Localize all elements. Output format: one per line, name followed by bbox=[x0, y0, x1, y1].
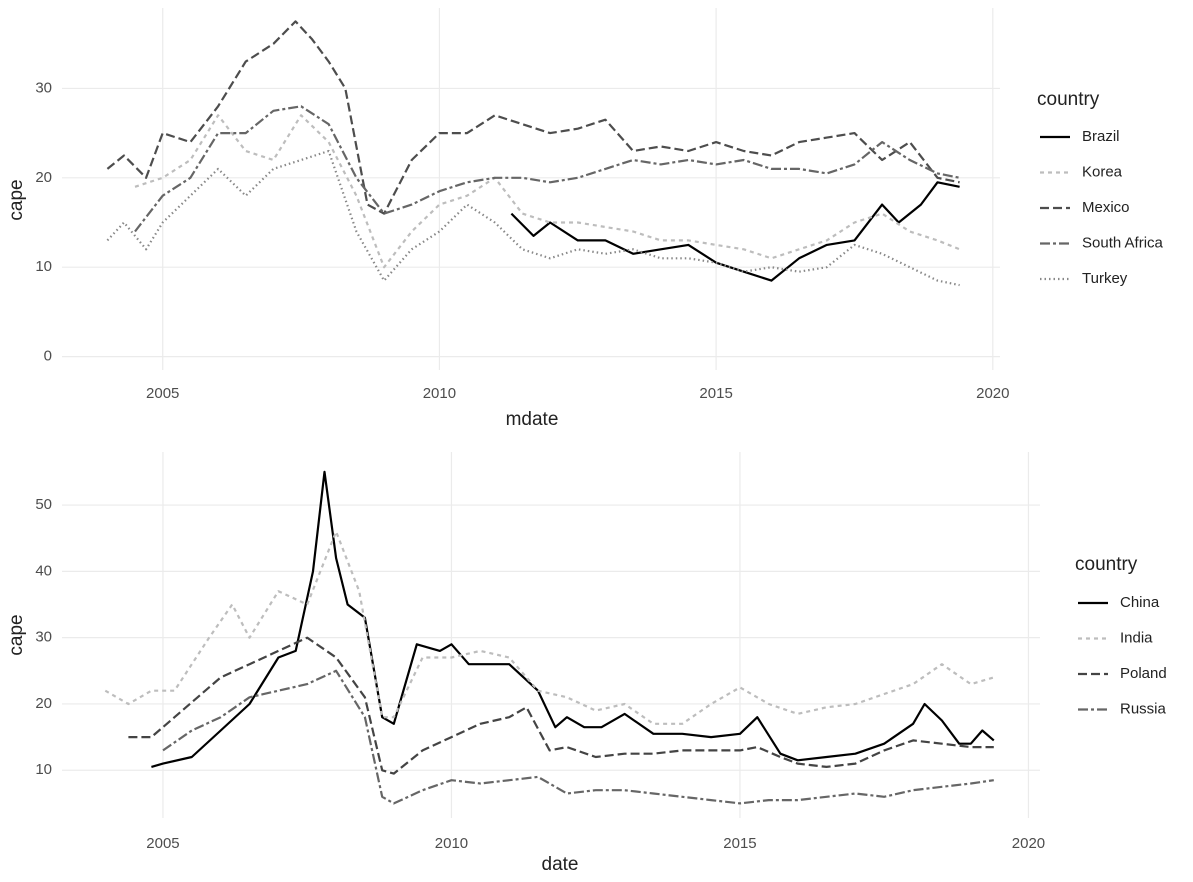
y-tick-label: 50 bbox=[35, 496, 52, 513]
x-tick-label: 2010 bbox=[435, 835, 468, 852]
legend-title: country bbox=[1075, 554, 1138, 575]
y-tick-label: 10 bbox=[35, 761, 52, 778]
x-tick-label: 2015 bbox=[699, 385, 732, 402]
series-line bbox=[134, 114, 961, 269]
legend-label: Russia bbox=[1120, 700, 1167, 717]
legend-label: China bbox=[1120, 594, 1160, 611]
legend-label: India bbox=[1120, 629, 1153, 646]
legend-title: country bbox=[1037, 89, 1100, 110]
y-tick-label: 20 bbox=[35, 169, 52, 186]
series-line bbox=[106, 149, 960, 287]
legend-label: South Africa bbox=[1082, 234, 1164, 251]
y-axis-title: cape bbox=[6, 614, 27, 655]
y-tick-label: 30 bbox=[35, 629, 52, 646]
x-tick-label: 2020 bbox=[976, 385, 1009, 402]
y-axis-title: cape bbox=[6, 179, 27, 220]
x-tick-label: 2020 bbox=[1012, 835, 1045, 852]
x-axis-title: mdate bbox=[506, 409, 559, 430]
y-tick-label: 10 bbox=[35, 258, 52, 275]
series-line bbox=[162, 669, 994, 805]
x-tick-label: 2005 bbox=[146, 385, 179, 402]
legend-label: Turkey bbox=[1082, 270, 1128, 287]
y-tick-label: 0 bbox=[44, 348, 52, 365]
legend-label: Korea bbox=[1082, 163, 1123, 180]
series-line bbox=[151, 470, 995, 768]
series-line bbox=[128, 636, 994, 775]
x-tick-label: 2005 bbox=[146, 835, 179, 852]
x-tick-label: 2015 bbox=[723, 835, 756, 852]
legend-label: Mexico bbox=[1082, 199, 1130, 216]
series-line bbox=[104, 530, 995, 725]
y-tick-label: 20 bbox=[35, 695, 52, 712]
series-line bbox=[106, 20, 960, 215]
x-axis-title: date bbox=[542, 854, 579, 875]
y-tick-label: 30 bbox=[35, 79, 52, 96]
legend-label: Brazil bbox=[1082, 128, 1120, 145]
y-tick-label: 40 bbox=[35, 562, 52, 579]
x-tick-label: 2010 bbox=[423, 385, 456, 402]
series-line bbox=[510, 181, 960, 282]
legend-label: Poland bbox=[1120, 665, 1167, 682]
series-line bbox=[134, 105, 960, 233]
